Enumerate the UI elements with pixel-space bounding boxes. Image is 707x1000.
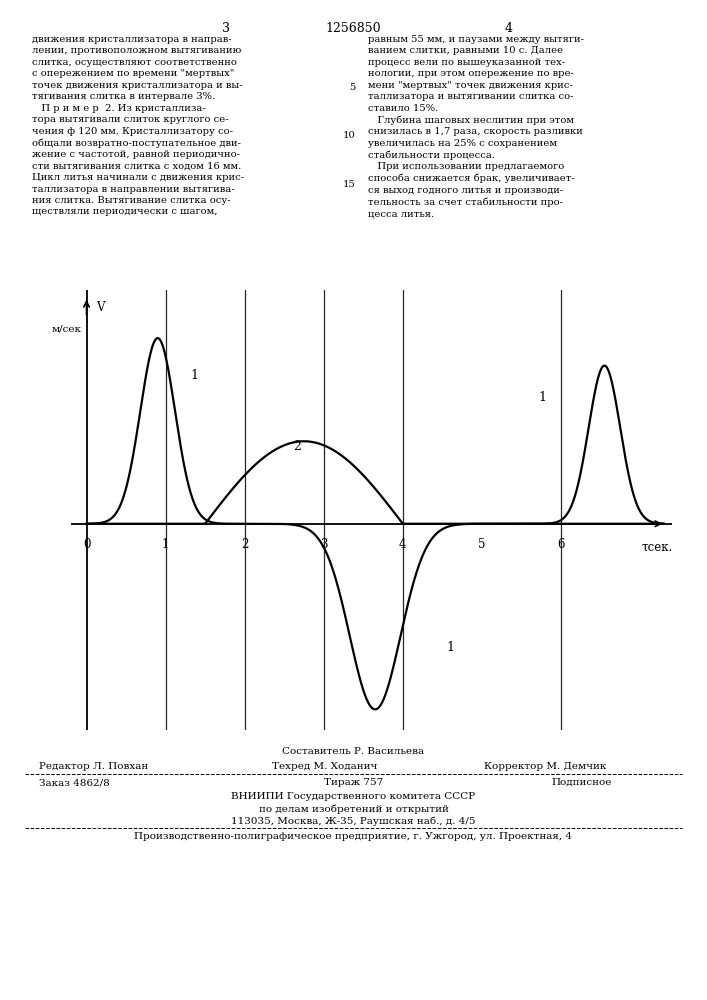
Text: 1: 1 bbox=[446, 641, 455, 654]
Text: Заказ 4862/8: Заказ 4862/8 bbox=[39, 778, 110, 787]
Text: 1256850: 1256850 bbox=[326, 22, 381, 35]
Text: 1: 1 bbox=[539, 391, 547, 404]
Text: Тираж 757: Тираж 757 bbox=[324, 778, 383, 787]
Text: 15: 15 bbox=[343, 180, 356, 189]
Text: ВНИИПИ Государственного комитета СССР: ВНИИПИ Государственного комитета СССР bbox=[231, 792, 476, 801]
Text: Подписное: Подписное bbox=[551, 778, 612, 787]
Text: 5: 5 bbox=[478, 538, 486, 550]
Text: Составитель Р. Васильева: Составитель Р. Васильева bbox=[282, 747, 425, 756]
Text: 5: 5 bbox=[349, 83, 356, 92]
Text: Техред М. Ходанич: Техред М. Ходанич bbox=[272, 762, 378, 771]
Text: Производственно-полиграфическое предприятие, г. Ужгород, ул. Проектная, 4: Производственно-полиграфическое предприя… bbox=[134, 832, 573, 841]
Text: 0: 0 bbox=[83, 538, 90, 550]
Text: Редактор Л. Повхан: Редактор Л. Повхан bbox=[39, 762, 148, 771]
Text: 4: 4 bbox=[399, 538, 407, 550]
Text: 1: 1 bbox=[162, 538, 169, 550]
Text: Корректор М. Демчик: Корректор М. Демчик bbox=[484, 762, 607, 771]
Text: 3: 3 bbox=[222, 22, 230, 35]
Text: τсек.: τсек. bbox=[642, 540, 673, 553]
Text: 113035, Москва, Ж-35, Раушская наб., д. 4/5: 113035, Москва, Ж-35, Раушская наб., д. … bbox=[231, 817, 476, 826]
Text: 2: 2 bbox=[293, 440, 302, 453]
Text: движения кристаллизатора в направ-
лении, противоположном вытягиванию
слитка, ос: движения кристаллизатора в направ- лении… bbox=[32, 35, 244, 216]
Text: по делам изобретений и открытий: по делам изобретений и открытий bbox=[259, 804, 448, 814]
Text: 3: 3 bbox=[320, 538, 327, 550]
Text: 4: 4 bbox=[505, 22, 513, 35]
Text: 2: 2 bbox=[241, 538, 248, 550]
Text: 1: 1 bbox=[191, 369, 199, 382]
Text: 6: 6 bbox=[557, 538, 565, 550]
Text: V: V bbox=[96, 301, 105, 314]
Text: м/сек: м/сек bbox=[52, 324, 82, 333]
Text: 10: 10 bbox=[343, 131, 356, 140]
Text: равным 55 мм, и паузами между вытяги-
ванием слитки, равными 10 с. Далее
процесс: равным 55 мм, и паузами между вытяги- ва… bbox=[368, 35, 584, 218]
